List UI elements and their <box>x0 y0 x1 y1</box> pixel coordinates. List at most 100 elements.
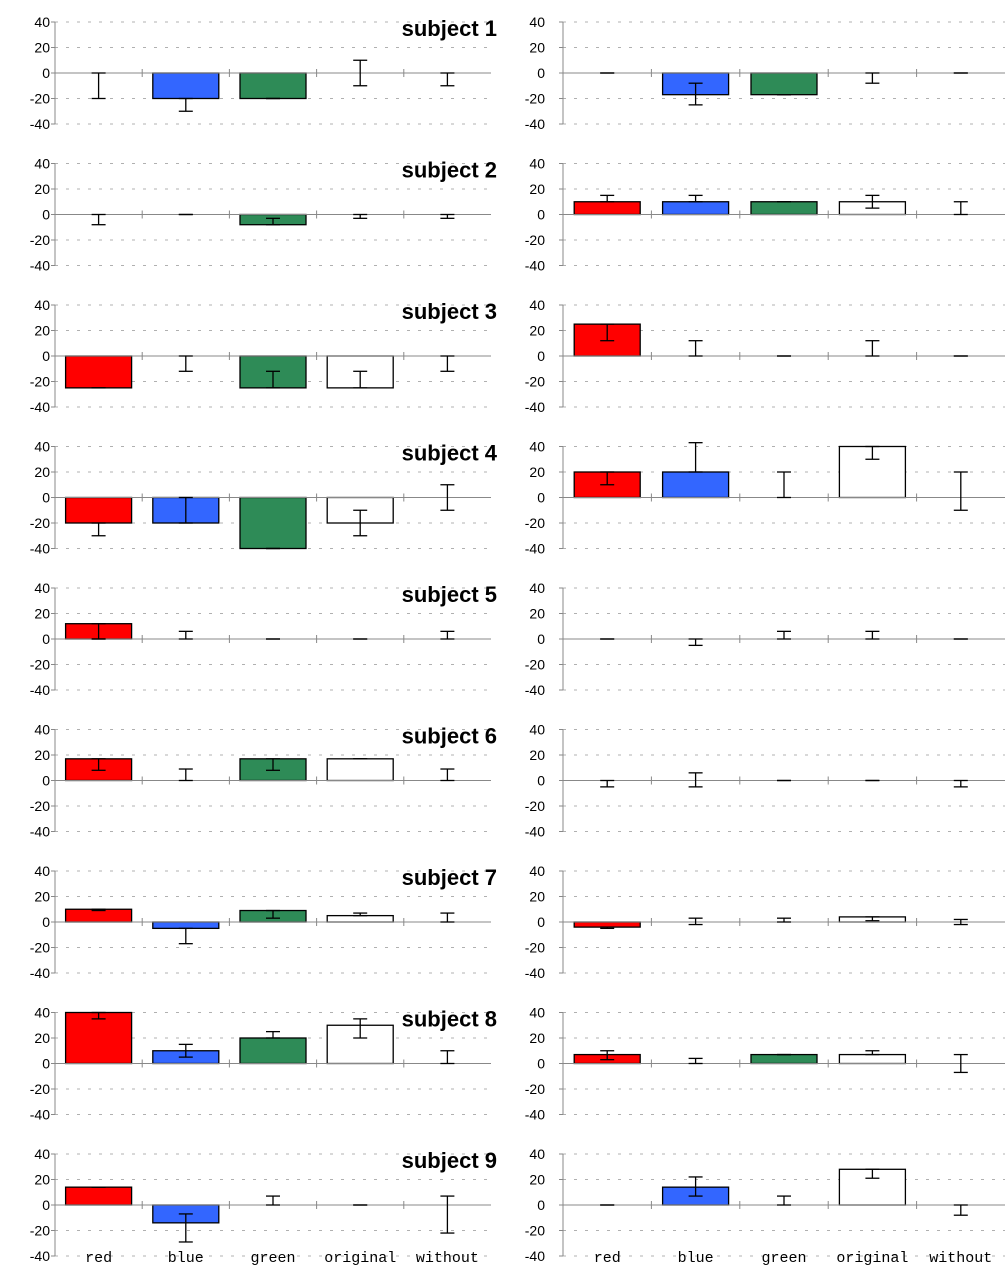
x-category-label: red <box>594 1250 621 1267</box>
y-tick-label: -20 <box>525 232 545 248</box>
error-bar-blue <box>688 194 703 203</box>
error-bar-red <box>91 213 106 226</box>
y-tick-label: -40 <box>525 682 545 698</box>
error-bar-original <box>865 1168 880 1179</box>
panel-3-right: 40 20 0 -20 -40 <box>525 297 1005 415</box>
error-bar-green <box>266 909 280 919</box>
error-bar-blue <box>688 442 703 473</box>
error-bar-without <box>440 355 455 372</box>
panel-8-left: 40 20 0 -20 -40 subject 8 <box>30 1005 497 1123</box>
y-tick-label: 20 <box>34 40 50 56</box>
y-tick-label: -40 <box>30 116 50 132</box>
y-tick-label: 40 <box>529 297 545 313</box>
y-tick-label: 0 <box>537 1056 545 1072</box>
panel-title: subject 8 <box>402 1007 497 1032</box>
y-tick-label: 0 <box>42 207 50 223</box>
y-tick-label: -40 <box>30 399 50 415</box>
panel-8-right: 40 20 0 -20 -40 <box>525 1005 1005 1123</box>
error-bar-without <box>440 630 455 640</box>
y-tick-label: -20 <box>525 515 545 531</box>
bar-red <box>64 355 133 389</box>
y-tick-label: -40 <box>30 824 50 840</box>
bar-original <box>326 914 394 923</box>
y-tick-label: -20 <box>30 374 50 390</box>
error-bar-green <box>266 217 280 226</box>
bar-green <box>239 1037 307 1065</box>
y-tick-label: -40 <box>525 399 545 415</box>
y-tick-label: 40 <box>529 580 545 596</box>
y-tick-label: -40 <box>30 541 50 557</box>
y-tick-label: 20 <box>34 889 50 905</box>
y-tick-label: 40 <box>529 1005 545 1021</box>
y-tick-label: 40 <box>529 1146 545 1162</box>
y-tick-label: 40 <box>34 580 50 596</box>
error-bar-green <box>266 758 280 771</box>
error-bar-original <box>865 630 880 640</box>
panel-2-left: 40 20 0 -20 -40 subject 2 <box>30 156 497 274</box>
error-bar-blue <box>178 496 193 524</box>
y-tick-label: 20 <box>529 1172 545 1188</box>
y-tick-label: -20 <box>30 91 50 107</box>
bar-green <box>750 201 818 216</box>
error-bar-original <box>353 509 368 537</box>
x-category-label: red <box>85 1250 112 1267</box>
x-category-label: blue <box>678 1250 714 1267</box>
y-tick-label: -40 <box>30 258 50 274</box>
y-tick-label: 0 <box>537 1197 545 1213</box>
y-tick-label: -40 <box>525 1248 545 1264</box>
y-tick-label: 40 <box>529 156 545 172</box>
error-bar-blue <box>178 1043 193 1058</box>
error-bar-blue <box>688 82 703 106</box>
error-bar-original <box>865 340 880 357</box>
panel-1-right: 40 20 0 -20 -40 <box>525 14 1005 132</box>
error-bar-without <box>440 1050 455 1065</box>
y-tick-label: 20 <box>34 464 50 480</box>
y-tick-label: 0 <box>42 1056 50 1072</box>
y-tick-label: 40 <box>529 722 545 738</box>
y-tick-label: 0 <box>42 773 50 789</box>
error-bar-without <box>440 72 455 87</box>
y-tick-label: 20 <box>529 606 545 622</box>
y-tick-label: 40 <box>34 297 50 313</box>
y-tick-label: 40 <box>34 156 50 172</box>
error-bar-green <box>777 1195 791 1206</box>
panel-title: subject 4 <box>402 441 498 466</box>
error-bar-blue <box>178 1213 193 1243</box>
panel-1-left: 40 20 0 -20 -40 subject 1 <box>30 14 497 132</box>
x-category-label: without <box>929 1250 992 1267</box>
panel-3-left: 40 20 0 -20 -40 subject 3 <box>30 297 497 415</box>
error-bar-green <box>777 917 791 923</box>
y-tick-label: -40 <box>525 1107 545 1123</box>
y-tick-label: 20 <box>34 181 50 197</box>
bar-blue <box>661 471 730 499</box>
error-bar-without <box>440 768 455 782</box>
error-bar-red <box>600 323 615 342</box>
error-bar-green <box>266 1030 280 1039</box>
y-tick-label: -40 <box>525 116 545 132</box>
y-tick-label: 40 <box>34 439 50 455</box>
y-tick-label: 0 <box>42 65 50 81</box>
y-tick-label: 20 <box>34 1172 50 1188</box>
error-bar-red <box>91 758 106 771</box>
error-bar-blue <box>688 1176 703 1197</box>
y-tick-label: -20 <box>30 232 50 248</box>
panel-title: subject 6 <box>402 724 497 749</box>
bar-blue <box>152 72 220 100</box>
x-category-label: green <box>250 1250 295 1267</box>
y-tick-label: -20 <box>525 1223 545 1239</box>
y-tick-label: -20 <box>30 515 50 531</box>
y-tick-label: 0 <box>537 348 545 364</box>
bar-red <box>64 1186 133 1206</box>
y-tick-label: 20 <box>529 464 545 480</box>
y-tick-label: 20 <box>34 323 50 339</box>
error-bar-red <box>91 72 106 100</box>
error-bar-red <box>91 623 106 640</box>
error-bar-original <box>353 59 368 87</box>
panel-title: subject 3 <box>402 299 497 324</box>
panel-9-right: 40 20 0 -20 -40 <box>525 1146 1005 1264</box>
y-tick-label: -40 <box>525 541 545 557</box>
y-tick-label: 20 <box>529 323 545 339</box>
error-bar-red <box>600 926 615 930</box>
panel-title: subject 1 <box>402 16 497 41</box>
